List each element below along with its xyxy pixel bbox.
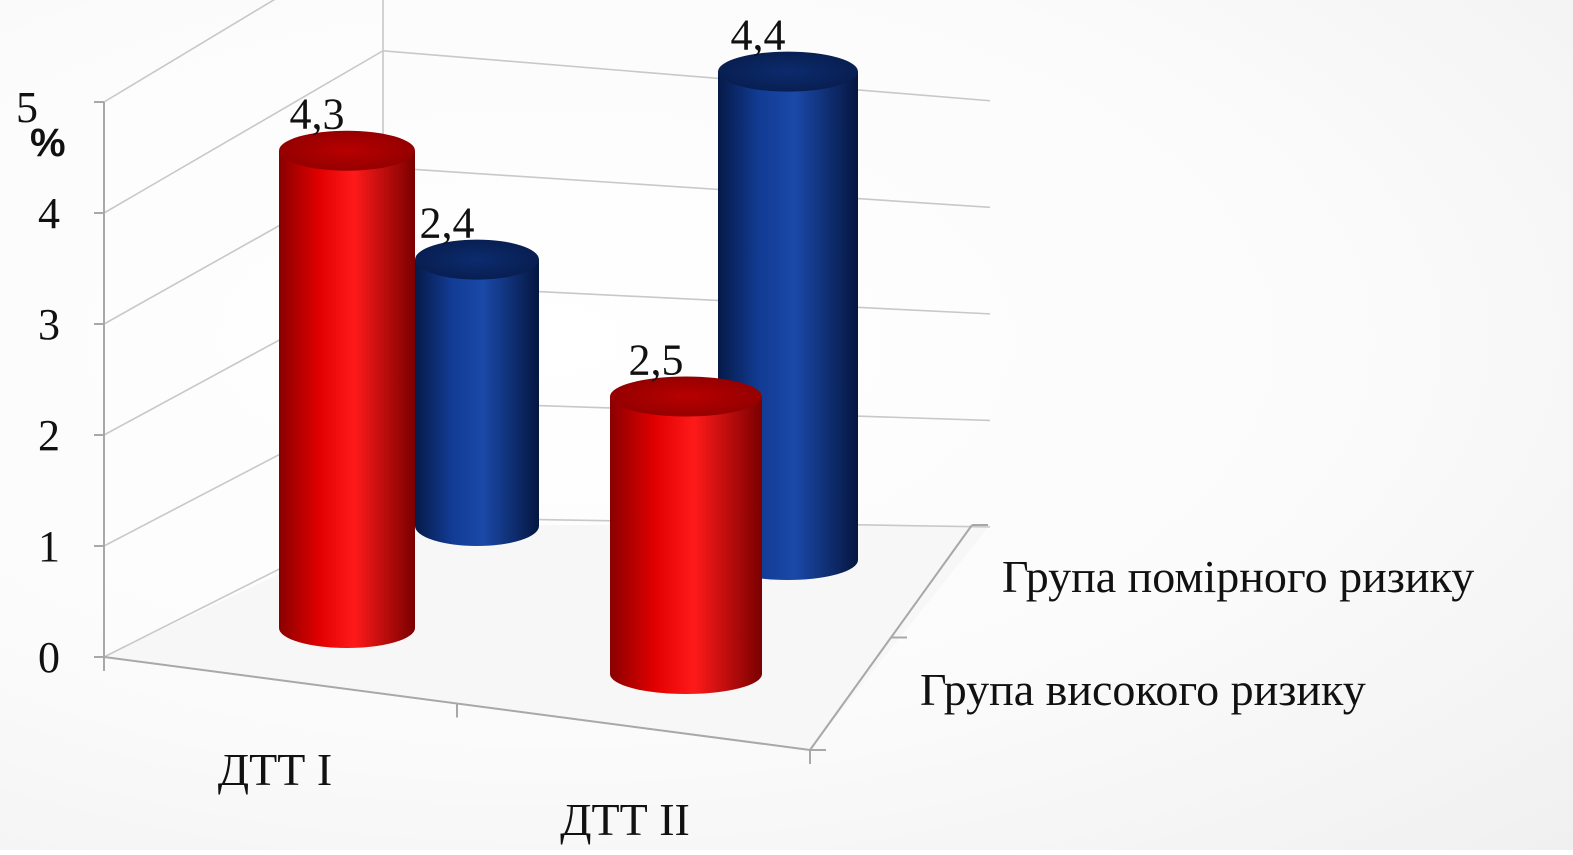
y-tick-label: 1 <box>38 522 60 571</box>
bar-top <box>279 130 415 171</box>
bar-body <box>415 259 539 546</box>
y-unit-label: % <box>30 121 66 165</box>
series-label: Група помірного ризику <box>1002 551 1474 602</box>
bar-top <box>718 51 858 92</box>
data-label: 2,4 <box>420 199 475 248</box>
bar-group <box>610 376 762 694</box>
y-tick-label: 3 <box>38 300 60 349</box>
y-tick-label: 5 <box>16 83 38 132</box>
bars-layer <box>279 51 858 694</box>
data-label: 4,3 <box>290 90 345 139</box>
data-label: 4,4 <box>731 11 786 60</box>
bar-body <box>279 150 415 648</box>
axes-layer: 0 1 2 3 4 5% <box>16 83 988 764</box>
y-tick-label: 4 <box>38 189 60 238</box>
y-tick-label: 2 <box>38 411 60 460</box>
gridline <box>103 0 276 103</box>
bar-top <box>610 376 762 417</box>
category-label: ДТТ ІІ <box>560 794 690 845</box>
bar-top <box>415 239 539 280</box>
bar-group <box>279 130 415 648</box>
y-tick-label: 0 <box>38 633 60 682</box>
bar-group <box>415 239 539 546</box>
bar-body <box>610 396 762 694</box>
series-label: Група високого ризику <box>920 664 1366 715</box>
data-label: 2,5 <box>629 336 684 385</box>
labels-layer: ДТТ І ДТТ ІІ Група високого ризику Група по… <box>218 11 1474 845</box>
category-label: ДТТ І <box>218 744 332 795</box>
